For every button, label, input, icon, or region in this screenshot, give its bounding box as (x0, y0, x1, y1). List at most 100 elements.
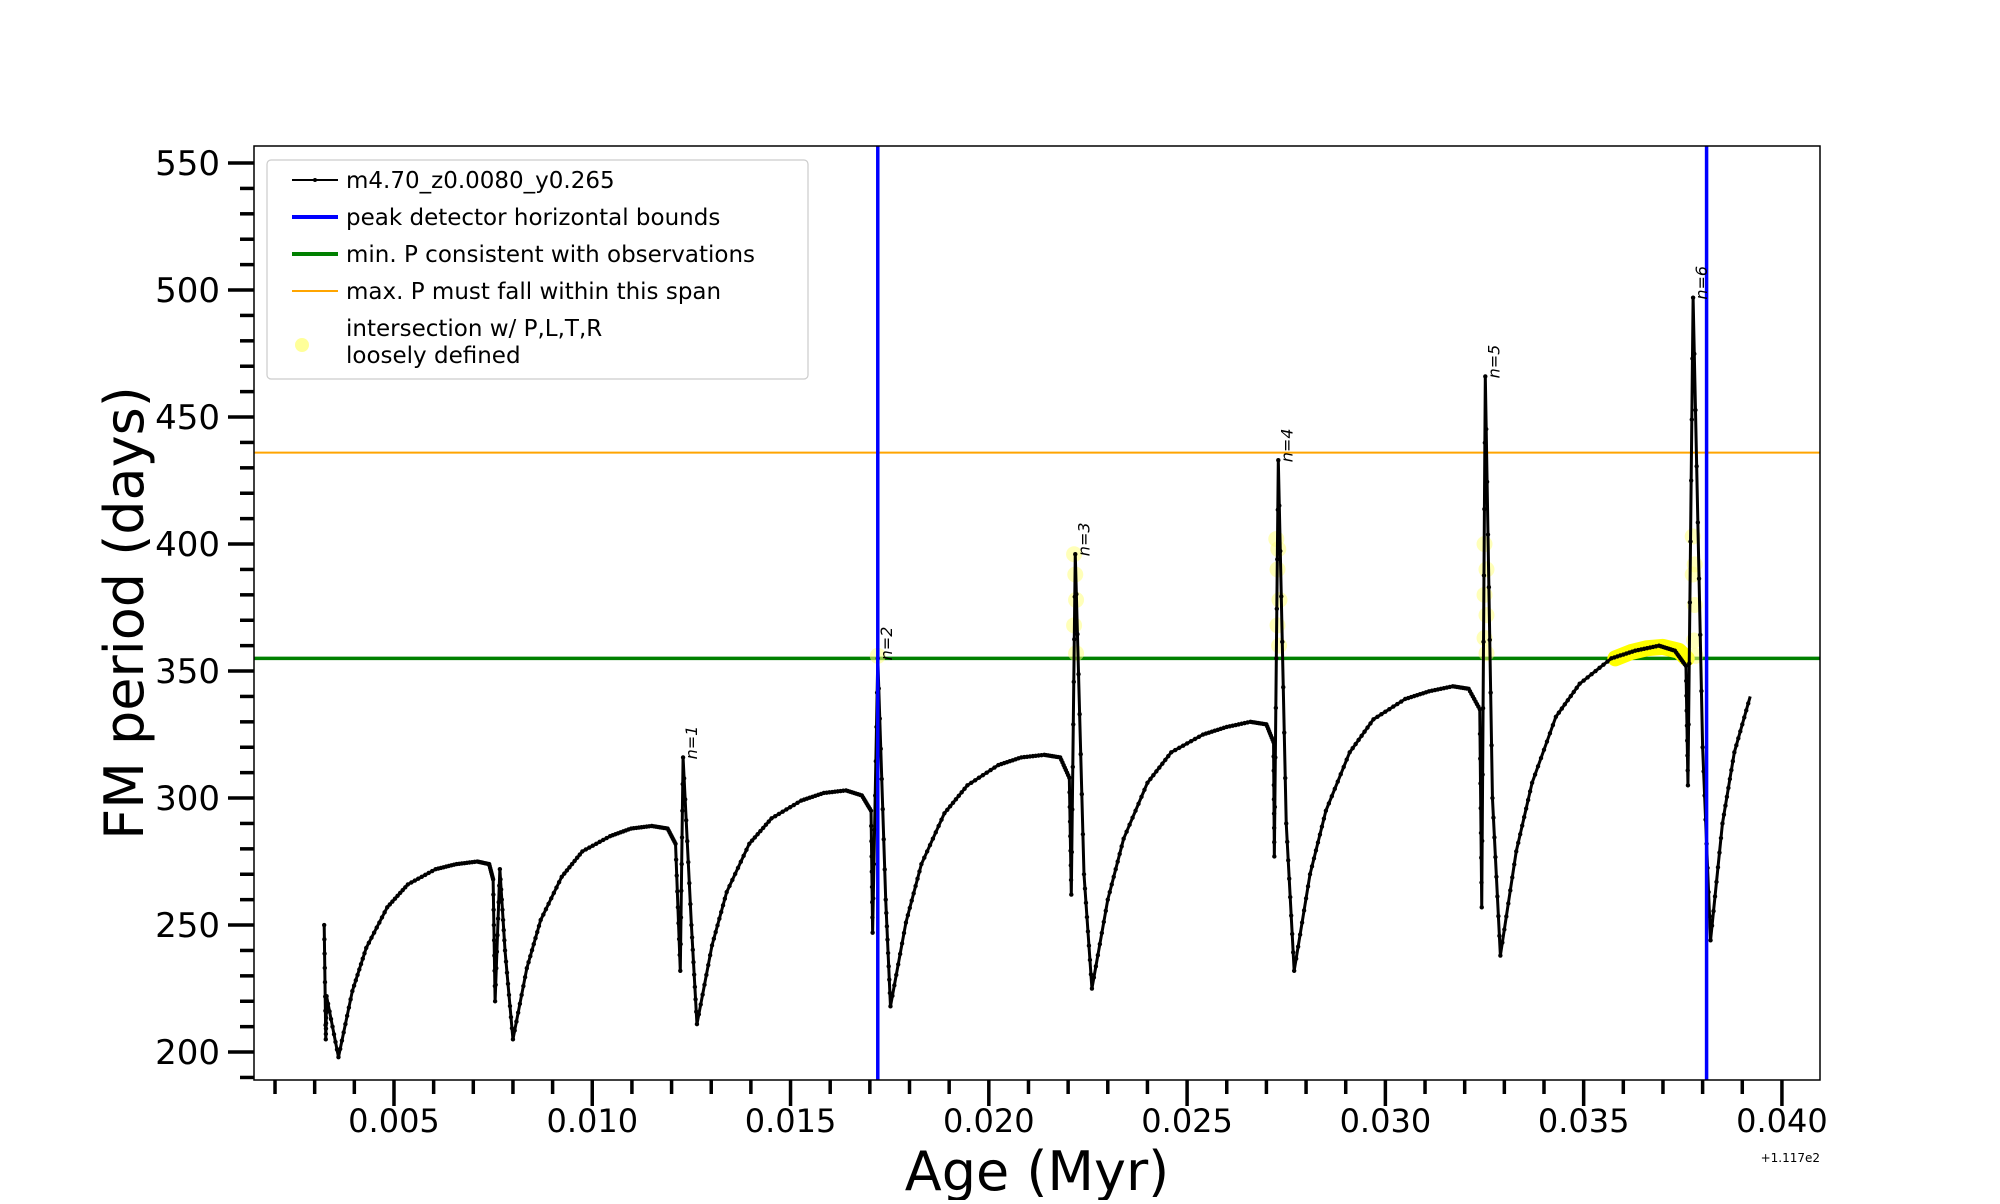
data-point (1088, 972, 1094, 977)
data-point (341, 1030, 346, 1035)
data-point (1529, 780, 1535, 786)
data-point (689, 935, 695, 940)
data-point (1568, 693, 1573, 699)
data-point (1362, 729, 1367, 734)
data-point (1486, 585, 1492, 590)
data-point (1280, 639, 1285, 645)
peak-label: n=6 (1692, 266, 1711, 300)
data-point (362, 951, 367, 956)
x-offset-label: +1.117e2 (1761, 1151, 1820, 1165)
data-point (412, 878, 418, 883)
data-point (1274, 656, 1279, 661)
data-point (738, 859, 744, 865)
data-point (1481, 639, 1486, 645)
data-point (930, 836, 936, 841)
data-point (1086, 943, 1092, 948)
data-point (687, 880, 692, 886)
data-point (497, 883, 502, 888)
peak-label: n=1 (682, 726, 701, 760)
data-point (1077, 712, 1082, 717)
data-point (423, 872, 428, 878)
data-point (1095, 953, 1101, 958)
data-point (1076, 672, 1081, 677)
data-point (888, 1004, 893, 1009)
data-point (1338, 772, 1343, 777)
data-point (1538, 755, 1544, 761)
data-point (933, 830, 938, 835)
data-point (1497, 933, 1502, 939)
legend-marker (313, 178, 317, 182)
data-point (562, 871, 567, 876)
data-point (683, 818, 689, 823)
data-point (1480, 705, 1486, 711)
data-point (1080, 832, 1086, 837)
data-point (1271, 782, 1277, 788)
data-point (680, 755, 686, 760)
data-point (1101, 919, 1107, 925)
data-point (405, 882, 411, 887)
data-point (1347, 750, 1352, 755)
data-point (357, 967, 362, 972)
data-point (924, 849, 930, 854)
data-point (1512, 862, 1517, 867)
data-point (871, 861, 877, 867)
data-point (780, 809, 785, 814)
plot-contents: n=1 n=2 n=3 n=4 n=5 n=6 (254, 146, 1820, 1080)
data-point (942, 811, 947, 816)
data-point (1605, 659, 1610, 664)
data-point (776, 811, 782, 817)
data-point (327, 1009, 332, 1014)
data-point (1081, 872, 1087, 877)
y-tick-label: 250 (155, 906, 220, 946)
data-point (355, 972, 360, 978)
data-point (1127, 822, 1132, 827)
data-point (1307, 872, 1313, 877)
data-point (741, 853, 746, 859)
data-point (1089, 986, 1095, 991)
data-point (713, 929, 718, 935)
data-point (1368, 721, 1373, 726)
data-point (1130, 815, 1135, 820)
data-point (1399, 699, 1404, 704)
data-point (922, 855, 927, 860)
data-point (1694, 464, 1699, 469)
data-point (1720, 821, 1725, 826)
data-point (969, 780, 974, 786)
data-point (522, 974, 528, 980)
data-point (1550, 722, 1556, 728)
data-point (371, 930, 377, 935)
data-point (791, 802, 797, 808)
data-point (1311, 856, 1317, 861)
data-point (500, 907, 505, 913)
data-point (980, 772, 986, 778)
intersection-point (1068, 645, 1085, 662)
peak-label: n=3 (1074, 522, 1093, 556)
data-point (869, 823, 874, 829)
data-point (1487, 637, 1492, 643)
data-point (936, 823, 941, 829)
data-point (348, 997, 353, 1002)
data-point (1121, 836, 1126, 841)
data-point (691, 972, 697, 977)
data-point (1375, 714, 1380, 719)
data-point (1562, 702, 1568, 707)
data-point (1273, 705, 1279, 711)
data-point (524, 966, 530, 971)
data-point (1105, 897, 1110, 902)
data-point (351, 983, 357, 988)
data-point (679, 888, 684, 893)
data-point (1290, 950, 1296, 955)
data-point (597, 839, 602, 845)
data-point (884, 910, 889, 916)
data-point (749, 838, 755, 843)
data-point (1715, 865, 1721, 870)
legend-swatch-dot (295, 338, 309, 352)
data-point (1689, 417, 1695, 422)
data-point (569, 861, 575, 867)
data-point (1085, 929, 1091, 934)
data-point (720, 903, 726, 908)
peak-label: n=2 (877, 627, 896, 661)
data-point (1488, 690, 1493, 695)
data-point (869, 884, 875, 890)
data-point (403, 885, 408, 890)
